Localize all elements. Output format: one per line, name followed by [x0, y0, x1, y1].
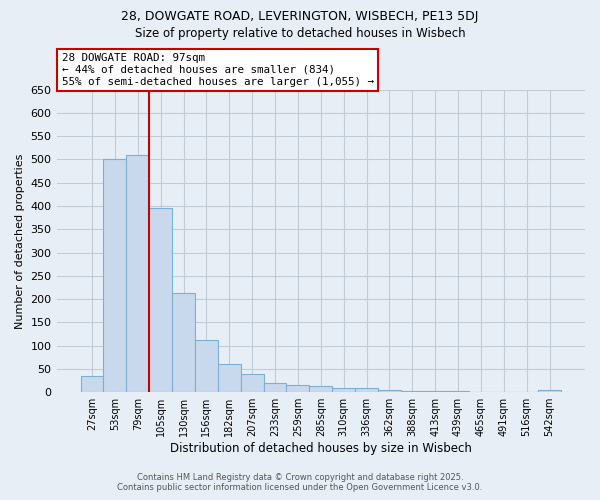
Bar: [241, 374, 263, 392]
Bar: [263, 383, 286, 392]
Bar: [127, 154, 149, 392]
Bar: [378, 390, 401, 392]
Text: Contains HM Land Registry data © Crown copyright and database right 2025.
Contai: Contains HM Land Registry data © Crown c…: [118, 473, 482, 492]
Text: 28 DOWGATE ROAD: 97sqm
← 44% of detached houses are smaller (834)
55% of semi-de: 28 DOWGATE ROAD: 97sqm ← 44% of detached…: [62, 54, 374, 86]
Bar: [538, 390, 561, 392]
X-axis label: Distribution of detached houses by size in Wisbech: Distribution of detached houses by size …: [170, 442, 472, 455]
Bar: [401, 391, 424, 392]
Bar: [195, 340, 218, 392]
Bar: [310, 386, 332, 392]
Text: 28, DOWGATE ROAD, LEVERINGTON, WISBECH, PE13 5DJ: 28, DOWGATE ROAD, LEVERINGTON, WISBECH, …: [121, 10, 479, 23]
Bar: [218, 364, 241, 392]
Bar: [332, 388, 355, 392]
Bar: [149, 208, 172, 392]
Y-axis label: Number of detached properties: Number of detached properties: [15, 153, 25, 328]
Bar: [355, 388, 378, 392]
Bar: [424, 391, 446, 392]
Bar: [172, 293, 195, 392]
Bar: [80, 376, 103, 392]
Bar: [286, 385, 310, 392]
Text: Size of property relative to detached houses in Wisbech: Size of property relative to detached ho…: [134, 28, 466, 40]
Bar: [103, 160, 127, 392]
